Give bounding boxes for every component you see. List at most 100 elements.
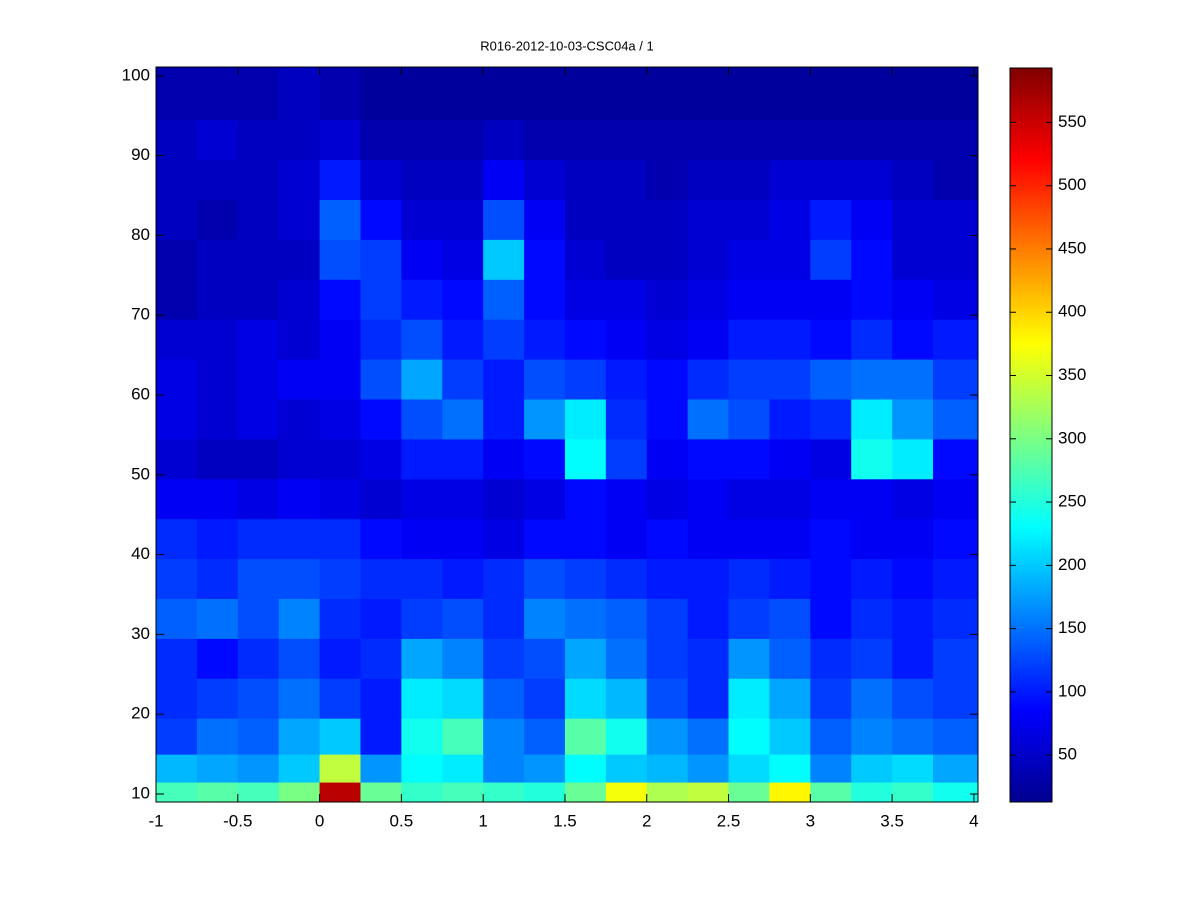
- heatmap-cell: [892, 239, 934, 280]
- y-tick-label: 100: [122, 65, 150, 84]
- heatmap-cell: [319, 119, 361, 161]
- heatmap-cell: [442, 359, 484, 400]
- heatmap-cell: [442, 438, 484, 480]
- heatmap-cell: [605, 678, 648, 719]
- heatmap-cell: [401, 518, 443, 560]
- heatmap-cell: [196, 754, 239, 783]
- heatmap-cell: [933, 279, 979, 320]
- heatmap-cell: [156, 67, 198, 121]
- heatmap-cell: [564, 199, 607, 240]
- heatmap-cell: [933, 239, 979, 280]
- heatmap-cell: [728, 438, 770, 480]
- heatmap-cell: [728, 558, 770, 599]
- heatmap-cell: [401, 438, 443, 480]
- heatmap-cell: [605, 598, 648, 639]
- heatmap-cell: [483, 67, 525, 121]
- heatmap-cell: [524, 159, 566, 200]
- heatmap-cell: [483, 239, 525, 280]
- heatmap-cell: [442, 754, 484, 783]
- heatmap-cell: [728, 319, 770, 360]
- heatmap-cell: [278, 598, 321, 639]
- heatmap-cell: [728, 279, 770, 320]
- heatmap-cell: [524, 359, 566, 400]
- heatmap-cell: [728, 518, 770, 560]
- heatmap-cell: [360, 718, 402, 755]
- heatmap-cell: [851, 478, 893, 520]
- heatmap-cell: [810, 239, 852, 280]
- heatmap-cell: [728, 754, 770, 783]
- heatmap-cell: [319, 638, 361, 679]
- heatmap-cell: [401, 359, 443, 400]
- heatmap-cell: [851, 718, 893, 755]
- heatmap-cell: [810, 67, 852, 121]
- heatmap-cell: [933, 518, 979, 560]
- colorbar-tick-label: 150: [1058, 618, 1086, 637]
- heatmap-cell: [524, 782, 566, 803]
- heatmap-cell: [933, 754, 979, 783]
- heatmap-cell: [605, 159, 648, 200]
- heatmap-cell: [401, 398, 443, 440]
- heatmap-cell: [360, 558, 402, 599]
- heatmap-cell: [728, 67, 770, 121]
- heatmap-cell: [319, 782, 361, 803]
- heatmap-cell: [687, 67, 730, 121]
- heatmap-cell: [442, 478, 484, 520]
- heatmap-cell: [646, 279, 689, 320]
- heatmap-cell: [728, 119, 770, 161]
- colorbar-tick-label: 500: [1058, 175, 1086, 194]
- heatmap-cell: [524, 598, 566, 639]
- heatmap-cell: [156, 398, 198, 440]
- heatmap-cell: [769, 478, 811, 520]
- heatmap-cell: [196, 678, 239, 719]
- y-tick-label: 70: [131, 305, 150, 324]
- heatmap-cell: [687, 678, 730, 719]
- heatmap-cell: [360, 239, 402, 280]
- heatmap-cell: [687, 782, 730, 803]
- heatmap-cell: [564, 678, 607, 719]
- heatmap-cell: [196, 199, 239, 240]
- heatmap-cell: [360, 159, 402, 200]
- heatmap-cell: [524, 398, 566, 440]
- heatmap-cell: [196, 119, 239, 161]
- heatmap-cell: [401, 279, 443, 320]
- heatmap-cell: [646, 438, 689, 480]
- heatmap-cell: [851, 67, 893, 121]
- heatmap-cell: [728, 782, 770, 803]
- heatmap-cell: [442, 239, 484, 280]
- heatmap-cell: [892, 199, 934, 240]
- heatmap-cell: [156, 754, 198, 783]
- heatmap-cell: [769, 279, 811, 320]
- heatmap-cell: [892, 438, 934, 480]
- heatmap-cell: [646, 199, 689, 240]
- heatmap-cell: [769, 119, 811, 161]
- heatmap-cell: [442, 718, 484, 755]
- heatmap-cell: [278, 678, 321, 719]
- heatmap-cell: [156, 782, 198, 803]
- heatmap-cell: [319, 199, 361, 240]
- heatmap-cell: [237, 718, 280, 755]
- heatmap-cell: [892, 718, 934, 755]
- heatmap-cell: [278, 398, 321, 440]
- heatmap-cell: [605, 279, 648, 320]
- heatmap-cell: [892, 782, 934, 803]
- heatmap-cell: [851, 598, 893, 639]
- heatmap-cell: [156, 119, 198, 161]
- heatmap-cell: [237, 67, 280, 121]
- heatmap-cell: [687, 718, 730, 755]
- heatmap-cell: [646, 398, 689, 440]
- heatmap-cell: [156, 558, 198, 599]
- heatmap-cell: [810, 319, 852, 360]
- x-tick-label: 3.5: [880, 811, 904, 830]
- heatmap-cell: [483, 782, 525, 803]
- heatmap-cell: [892, 678, 934, 719]
- plot-frame: [155, 66, 979, 803]
- heatmap-cell: [196, 598, 239, 639]
- axes-overlay: -1 -0.5 0 0.5 1 1.5 2 2.5 3 3.5 4 10 20 30 40 50 60 70 80 9…: [122, 65, 1087, 830]
- heatmap-cell: [319, 598, 361, 639]
- heatmap-cell: [319, 359, 361, 400]
- heatmap-cell: [442, 199, 484, 240]
- heatmap-cell: [360, 438, 402, 480]
- heatmap-cell: [360, 754, 402, 783]
- x-tick-label: 4: [969, 811, 978, 830]
